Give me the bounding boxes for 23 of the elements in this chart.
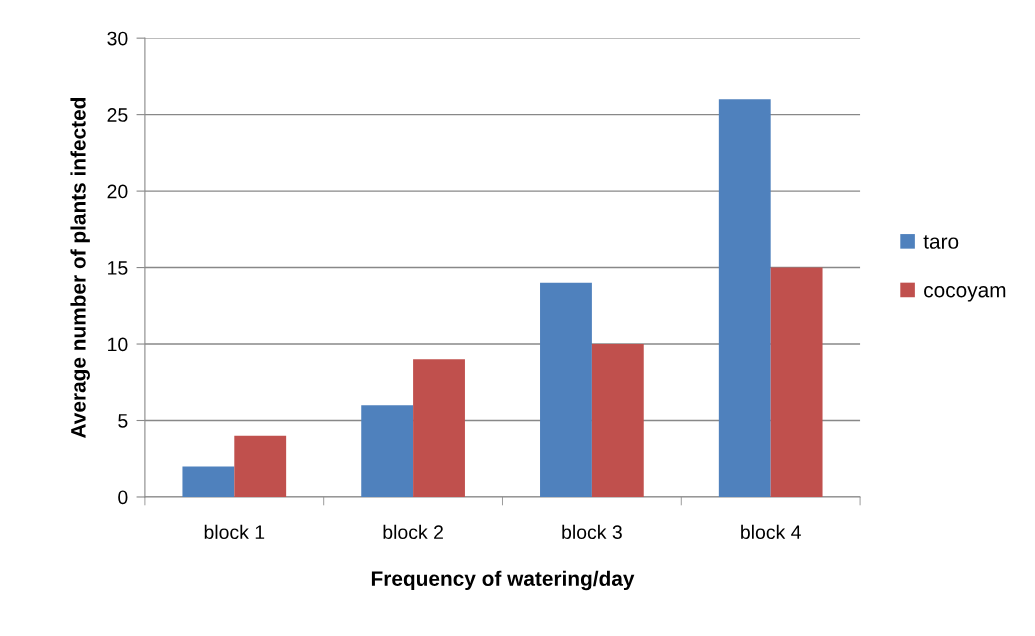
x-axis-title: Frequency of watering/day xyxy=(371,570,635,591)
bar xyxy=(591,344,644,497)
bar xyxy=(413,359,465,497)
y-tick-label: 5 xyxy=(118,414,128,428)
y-tick-label: 10 xyxy=(108,337,128,352)
x-tick-label: block 1 xyxy=(204,524,265,540)
y-tick-label: 30 xyxy=(107,31,128,46)
y-tick-label: 20 xyxy=(107,184,128,199)
y-tick-label: 0 xyxy=(118,490,128,505)
bar xyxy=(770,267,823,497)
y-axis-title: Average number of plants infected xyxy=(70,97,90,438)
legend-label: cocoyam xyxy=(924,286,1006,302)
bar xyxy=(182,466,235,497)
legend-label: taro xyxy=(923,235,959,249)
x-tick-label: block 2 xyxy=(383,524,443,540)
bar xyxy=(718,99,771,497)
bar xyxy=(540,282,592,497)
bar xyxy=(361,405,414,497)
y-tick-label: 25 xyxy=(107,108,128,122)
x-tick-label: block 3 xyxy=(562,524,622,540)
bar xyxy=(234,435,287,497)
x-tick-label: block 4 xyxy=(741,524,801,540)
y-tick-label: 15 xyxy=(108,261,128,275)
